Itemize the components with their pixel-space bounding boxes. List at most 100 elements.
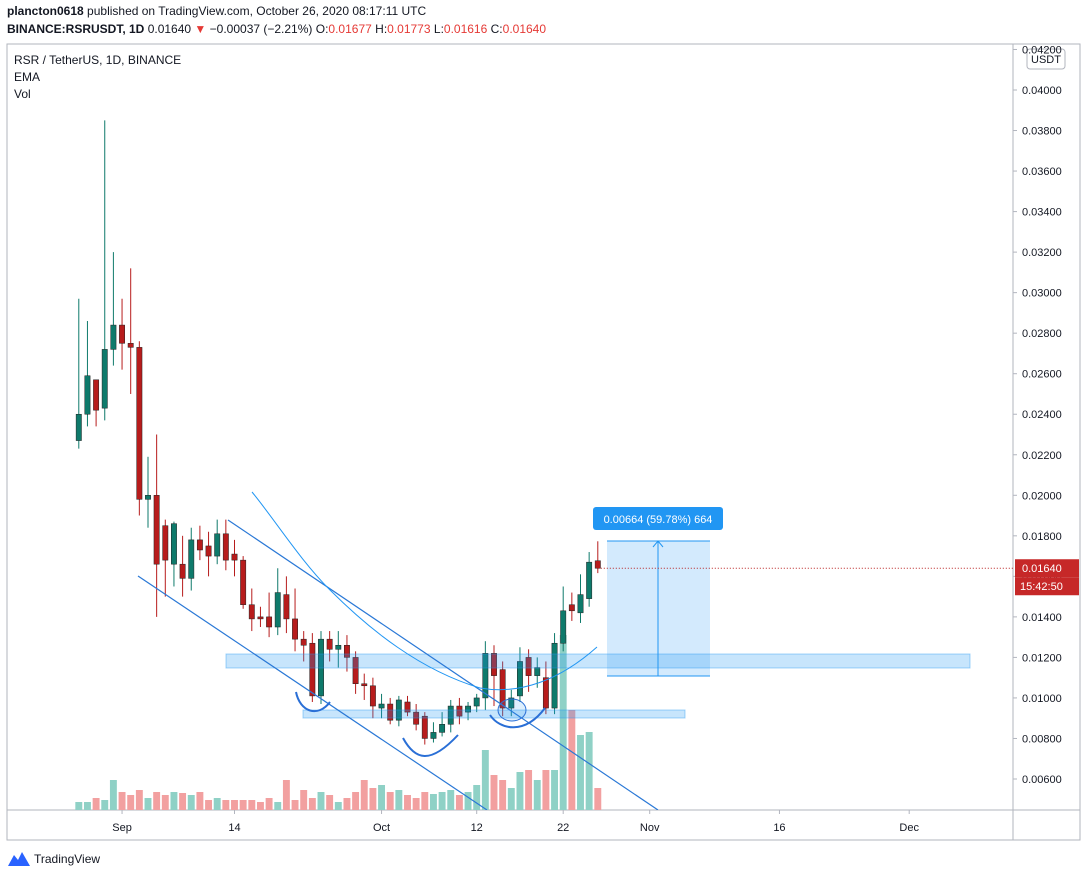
candle-body <box>110 324 117 350</box>
candle-body <box>361 683 368 687</box>
legend-vol: Vol <box>14 87 31 101</box>
candle-body <box>318 638 324 697</box>
candle-body <box>499 669 506 709</box>
candle-body <box>517 661 523 697</box>
o-label: O: <box>316 22 329 36</box>
volume-bar <box>300 790 308 810</box>
candle-body <box>395 699 402 721</box>
pattern-stroke <box>402 734 459 757</box>
volume-bar <box>594 788 602 810</box>
candle-body <box>257 616 264 620</box>
volume-bar <box>551 770 559 810</box>
x-tick-label: Dec <box>899 822 919 834</box>
volume-bar <box>205 800 213 810</box>
candle-body <box>577 594 584 614</box>
candle-body <box>309 642 316 697</box>
candle-body <box>482 653 489 699</box>
volume-bar <box>473 785 481 810</box>
candle-body <box>326 638 333 650</box>
frame <box>6 43 1081 841</box>
volume-bar <box>274 802 282 810</box>
candle-body <box>508 697 515 709</box>
volume-bar <box>109 780 117 810</box>
candle-body <box>145 495 151 500</box>
volume-bar <box>92 798 100 810</box>
c-label: C: <box>491 22 503 36</box>
volume-bar <box>127 795 135 810</box>
volume-bar <box>179 793 187 810</box>
volume-bar <box>352 792 360 810</box>
price-tag-label: 0.01640 <box>1022 563 1062 575</box>
plot <box>75 120 602 810</box>
volume-bar <box>378 785 386 810</box>
candle-body <box>465 705 471 713</box>
volume-bar <box>464 792 472 810</box>
volume-bar <box>161 795 169 810</box>
candle-body <box>222 533 229 561</box>
candle-body <box>534 667 541 676</box>
candle-body <box>413 711 420 725</box>
candle-body <box>387 703 394 721</box>
volume-bar <box>248 800 256 810</box>
unit-box[interactable] <box>1026 48 1066 70</box>
h-value: 0.01773 <box>387 22 431 36</box>
volume-bar <box>525 770 533 810</box>
candle-body <box>404 701 411 713</box>
volume-bar <box>421 792 429 810</box>
candle-body <box>101 349 108 409</box>
published: published on TradingView.com, October 26… <box>87 4 426 18</box>
candle-body <box>378 703 385 709</box>
candle-body <box>430 732 437 739</box>
candle-body <box>525 657 532 676</box>
candle-body <box>240 559 247 605</box>
axis-unit: USDT <box>1031 54 1061 66</box>
y-tick-label: 0.01200 <box>1022 652 1062 664</box>
volume-bar <box>481 750 489 810</box>
volume-bar <box>369 788 377 810</box>
volume-bar <box>412 798 420 810</box>
volume-bar <box>334 802 342 810</box>
volume-bar <box>291 800 299 810</box>
y-tick-label: 0.04000 <box>1022 85 1062 97</box>
candle-body <box>568 604 575 612</box>
candle-body <box>188 539 195 579</box>
candle-body <box>456 705 463 717</box>
candle-body <box>136 347 143 500</box>
x-tick-label: Nov <box>640 822 660 834</box>
candle-body <box>344 644 350 658</box>
volume-bar <box>490 775 498 810</box>
volume-bar <box>542 770 550 810</box>
volume-bar <box>308 798 316 810</box>
pattern-stroke <box>295 691 331 713</box>
volume-bar <box>438 792 446 810</box>
candle-body <box>473 697 480 707</box>
countdown-tag <box>1015 577 1079 596</box>
footer-brand: TradingView <box>34 852 100 866</box>
y-tick-label: 0.01000 <box>1022 693 1062 705</box>
y-tick-label: 0.03200 <box>1022 247 1062 259</box>
down-arrow: ▼ <box>194 22 206 36</box>
volume-bar <box>118 792 126 810</box>
y-tick-label: 0.01800 <box>1022 531 1062 543</box>
x-tick-label: Oct <box>373 822 390 834</box>
c-value: 0.01640 <box>503 22 547 36</box>
symbol: BINANCE:RSRUSDT, 1D <box>7 22 145 36</box>
volume-bar <box>231 800 238 810</box>
volume-bar <box>144 798 152 810</box>
y-tick-label: 0.02000 <box>1022 490 1062 502</box>
y-tick-label: 0.00800 <box>1022 733 1062 745</box>
candle-body <box>248 604 255 620</box>
change: −0.00037 (−2.21%) <box>210 22 313 36</box>
volume-bar <box>577 735 584 810</box>
candle-body <box>93 379 100 411</box>
volume-bar <box>507 788 515 810</box>
support-zone <box>302 709 686 719</box>
o-value: 0.01677 <box>328 22 372 36</box>
y-tick-label: 0.03600 <box>1022 166 1062 178</box>
candle-body <box>119 324 125 344</box>
x-tick-label: 16 <box>773 822 785 834</box>
volume-bar <box>386 792 394 810</box>
y-tick-label: 0.03400 <box>1022 207 1062 219</box>
y-tick-label: 0.03000 <box>1022 288 1062 300</box>
legend-ema: EMA <box>14 70 40 84</box>
